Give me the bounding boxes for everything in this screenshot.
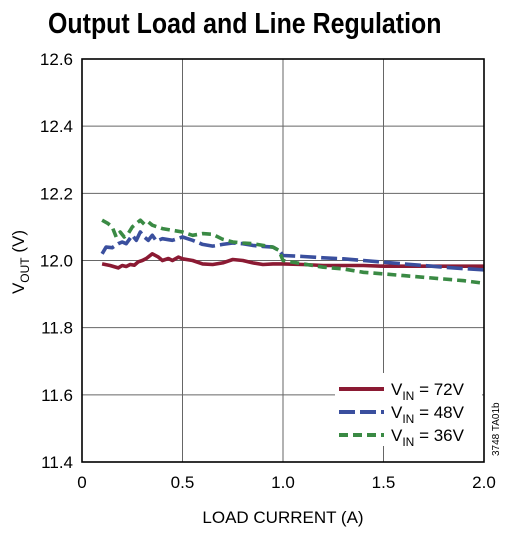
x-tick-labels: 0 0.5 1.0 1.5 2.0 [77,473,496,492]
y-tick-label: 11.8 [41,319,73,338]
legend-label-1: VIN = 72V [391,380,465,403]
legend-label-3: VIN = 36V [391,426,465,449]
y-axis-label: VOUT (V) [9,230,32,294]
chart-title: Output Load and Line Regulation [48,8,442,40]
series-layer [100,218,485,286]
y-tick-label: 12.0 [40,252,73,271]
x-tick-label: 0 [77,473,86,492]
legend-label-2: VIN = 48V [391,403,465,426]
y-tick-label: 12.4 [40,117,73,136]
y-tick-label: 11.4 [41,453,73,472]
x-tick-label: 2.0 [472,473,496,492]
x-axis-label: LOAD CURRENT (A) [202,508,363,527]
x-tick-label: 1.0 [271,473,295,492]
x-tick-label: 1.5 [372,473,396,492]
series-line-2 [100,230,485,272]
y-tick-label: 12.2 [40,184,73,203]
side-note: 3748 TA01b [491,402,502,456]
y-tick-labels: 11.4 11.6 11.8 12.0 12.2 12.4 12.6 [40,50,73,472]
y-tick-label: 11.6 [41,386,73,405]
x-tick-label: 0.5 [171,473,195,492]
series-line-1 [101,252,484,270]
plot-frame [81,58,485,463]
series-line-3 [101,218,485,286]
y-tick-label: 12.6 [40,50,73,69]
